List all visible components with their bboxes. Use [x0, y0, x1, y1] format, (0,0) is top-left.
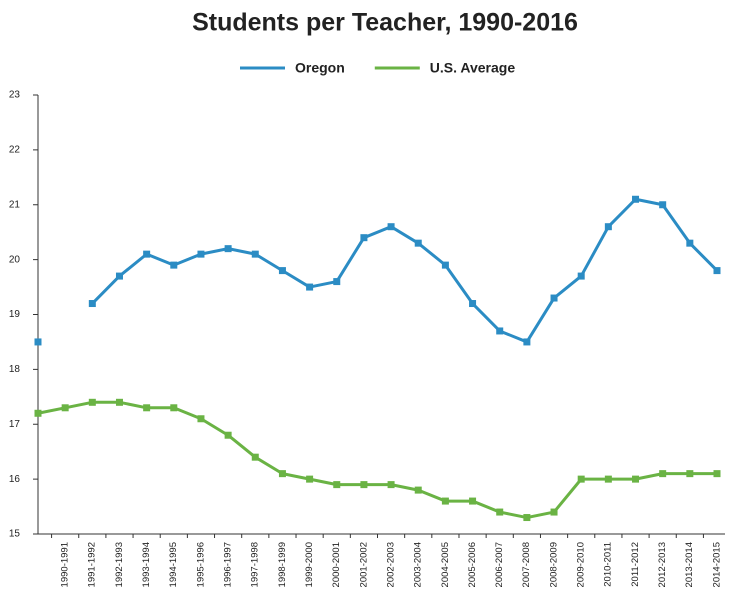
point	[632, 475, 640, 483]
point	[143, 404, 151, 412]
x-tick-label: 2002-2003	[385, 542, 396, 587]
point	[88, 398, 96, 406]
point	[197, 250, 205, 258]
y-tick-label: 19	[9, 309, 21, 320]
x-tick-label: 2012-2013	[657, 542, 668, 587]
point	[360, 234, 368, 242]
point	[441, 497, 449, 505]
x-tick-label: 1992-1993	[114, 542, 125, 587]
x-tick-label: 2007-2008	[521, 542, 532, 587]
point	[278, 267, 286, 275]
legend-label: U.S. Average	[430, 60, 516, 76]
y-tick-label: 18	[9, 364, 21, 375]
point	[333, 278, 341, 286]
point	[360, 481, 368, 489]
point	[469, 497, 477, 505]
series-line	[37, 400, 717, 520]
point	[496, 327, 504, 335]
x-tick-label: 1990-1991	[60, 542, 71, 587]
x-tick-label: 1996-1997	[222, 542, 233, 587]
point	[197, 415, 205, 423]
x-tick-label: 2003-2004	[413, 542, 424, 587]
point	[224, 245, 232, 253]
y-tick-label: 21	[9, 199, 21, 210]
point	[115, 398, 123, 406]
x-tick-label: 2001-2002	[358, 542, 369, 587]
point	[34, 409, 42, 417]
chart-title: Students per Teacher, 1990-2016	[192, 9, 578, 37]
point	[88, 300, 96, 308]
x-tick-label: 1999-2000	[304, 542, 315, 587]
x-tick-label: 2013-2014	[684, 542, 695, 587]
point	[224, 431, 232, 439]
point	[333, 481, 341, 489]
x-tick-label: 1995-1996	[195, 542, 206, 587]
series-line	[91, 197, 719, 344]
point	[115, 272, 123, 280]
x-tick-label: 2004-2005	[440, 542, 451, 587]
point	[713, 267, 721, 275]
x-tick-label: 2008-2009	[548, 542, 559, 587]
y-tick-label: 17	[9, 419, 21, 430]
point	[604, 475, 612, 483]
x-tick-label: 1998-1999	[277, 542, 288, 587]
point	[686, 239, 694, 247]
x-tick-label: 2009-2010	[576, 542, 587, 587]
point	[306, 475, 314, 483]
point	[306, 283, 314, 291]
x-tick-label: 1993-1994	[141, 542, 152, 587]
x-tick-label: 2006-2007	[494, 542, 505, 587]
point	[604, 223, 612, 231]
point	[550, 508, 558, 516]
legend-label: Oregon	[295, 60, 345, 76]
point	[170, 261, 178, 269]
point	[143, 250, 151, 258]
point	[251, 250, 259, 258]
point	[659, 201, 667, 209]
y-tick-label: 23	[9, 90, 21, 101]
point	[577, 475, 585, 483]
point	[414, 239, 422, 247]
y-tick-label: 16	[9, 474, 21, 485]
point	[278, 470, 286, 478]
point	[632, 195, 640, 203]
x-tick-label: 1994-1995	[168, 542, 179, 587]
point	[686, 470, 694, 478]
x-tick-label: 2011-2012	[630, 542, 641, 587]
x-tick-label: 2000-2001	[331, 542, 342, 587]
point	[577, 272, 585, 280]
x-tick-label: 1997-1998	[250, 542, 261, 587]
x-tick-label: 2010-2011	[603, 542, 614, 587]
y-tick-label: 20	[9, 254, 21, 265]
x-tick-label: 1991-1992	[87, 542, 98, 587]
point	[387, 223, 395, 231]
point	[550, 294, 558, 302]
y-tick-label: 15	[9, 529, 21, 540]
point	[523, 514, 531, 522]
y-tick-label: 22	[9, 145, 21, 156]
x-tick-label: 2014-2015	[711, 542, 722, 587]
point	[34, 338, 42, 346]
point	[61, 404, 69, 412]
point	[496, 508, 504, 516]
point	[469, 300, 477, 308]
point	[441, 261, 449, 269]
point	[251, 453, 259, 461]
point	[170, 404, 178, 412]
x-tick-label: 2005-2006	[467, 542, 478, 587]
point	[523, 338, 531, 346]
point	[713, 470, 721, 478]
point	[659, 470, 667, 478]
point	[387, 481, 395, 489]
point	[414, 486, 422, 494]
